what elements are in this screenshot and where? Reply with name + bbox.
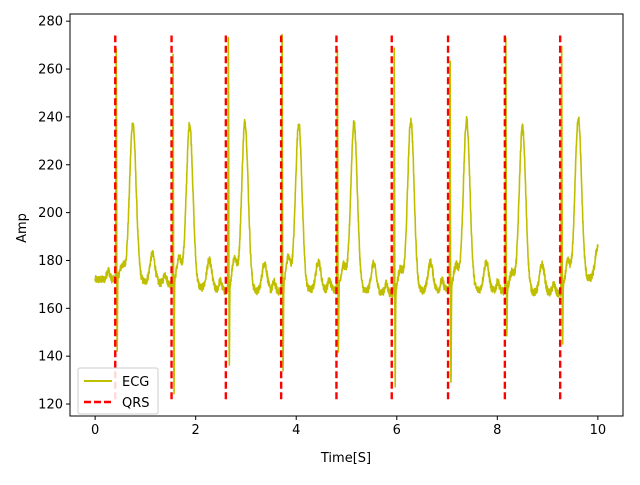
x-tick-label: 8 (493, 423, 501, 438)
x-axis-label: Time[S] (320, 451, 371, 466)
y-tick-label: 140 (38, 350, 63, 365)
x-tick-label: 0 (91, 423, 99, 438)
x-tick-label: 6 (393, 423, 401, 438)
ecg-series-line (94, 33, 599, 395)
x-tick-label: 10 (590, 423, 607, 438)
y-tick-label: 200 (38, 206, 63, 221)
y-tick-label: 220 (38, 158, 63, 173)
y-tick-label: 160 (38, 302, 63, 317)
legend: ECG QRS (77, 367, 159, 415)
legend-ecg-label: ECG (122, 375, 149, 390)
y-axis: 120 140 160 180 200 220 240 260 280 (38, 15, 70, 413)
x-tick-label: 4 (292, 423, 300, 438)
plot-area (94, 33, 599, 400)
y-axis-label: Amp (15, 213, 30, 243)
y-tick-label: 240 (38, 110, 63, 125)
y-tick-label: 260 (38, 63, 63, 78)
y-tick-label: 280 (38, 15, 63, 30)
y-tick-label: 120 (38, 398, 63, 413)
x-axis: 0 2 4 6 8 10 (91, 416, 606, 438)
y-tick-label: 180 (38, 254, 63, 269)
x-tick-label: 2 (192, 423, 200, 438)
axes-frame (69, 13, 624, 417)
legend-qrs-label: QRS (122, 396, 150, 411)
